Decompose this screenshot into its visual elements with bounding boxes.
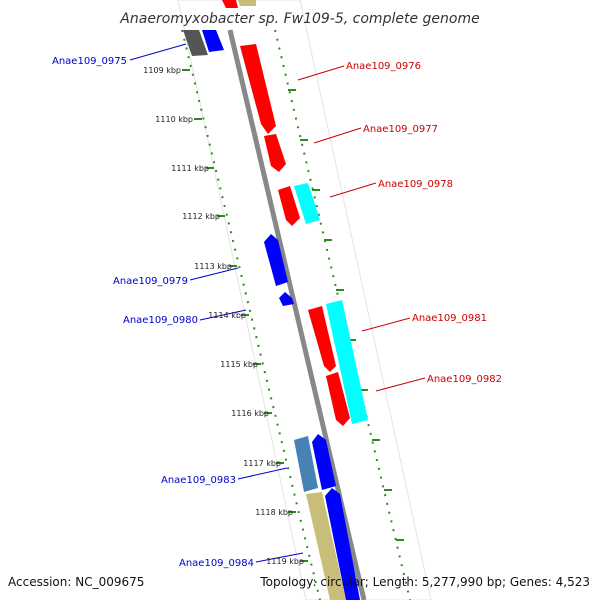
tick-label: 1116 kbp [231,409,269,418]
tick-label: 1113 kbp [194,262,232,271]
cds-0980 [279,292,294,306]
cds-0975-blue [202,30,224,52]
label-leaders [129,43,426,563]
tick-label: 1114 kbp [208,311,246,320]
cds-0977 [264,134,286,172]
outer-tick-marks [288,89,404,541]
tick-label: 1109 kbp [143,66,181,75]
tick-label: 1119 kbp [266,557,304,566]
cds-0981-red [308,306,336,372]
cds-0981-cyan [326,300,368,424]
cds-0983-steelblue [294,436,318,492]
cds-0975-gray [183,30,208,56]
map-title: Anaeromyxobacter sp. Fw109-5, complete g… [119,11,479,27]
tick-label: 1118 kbp [255,508,293,517]
gene-label-0980[interactable]: Anae109_0980 [123,315,198,326]
gene-label-0977[interactable]: Anae109_0977 [363,124,438,135]
gene-label-0979[interactable]: Anae109_0979 [113,276,188,287]
cds-0983-blue [312,434,336,490]
tick-label: 1117 kbp [243,459,281,468]
cds-0978-cyan [294,183,320,224]
cds-0984-blue [325,488,360,600]
genome-summary-text: Topology: circular; Length: 5,277,990 bp… [259,575,590,589]
tick-label: 1111 kbp [171,164,209,173]
cds-0976 [240,44,276,134]
gene-label-0981[interactable]: Anae109_0981 [412,313,487,324]
major-tick-marks [182,69,308,562]
cds-0979 [264,234,288,286]
gene-label-0982[interactable]: Anae109_0982 [427,374,502,385]
gene-label-0978[interactable]: Anae109_0978 [378,179,453,190]
cds-0978-red [278,186,300,226]
accession-text: Accession: NC_009675 [8,575,144,589]
gene-label-0976[interactable]: Anae109_0976 [346,61,421,72]
tick-label: 1115 kbp [220,360,258,369]
tick-label: 1112 kbp [182,212,220,221]
gene-label-0984[interactable]: Anae109_0984 [179,558,254,569]
cds-top-khaki [238,0,256,6]
feature-band [177,0,432,600]
tick-label: 1110 kbp [155,115,193,124]
cds-top-red [222,0,238,8]
cds-0984-khaki [306,492,346,600]
cds-0982 [326,372,350,426]
gene-label-0983[interactable]: Anae109_0983 [161,475,236,486]
gene-label-0975[interactable]: Anae109_0975 [52,56,127,67]
